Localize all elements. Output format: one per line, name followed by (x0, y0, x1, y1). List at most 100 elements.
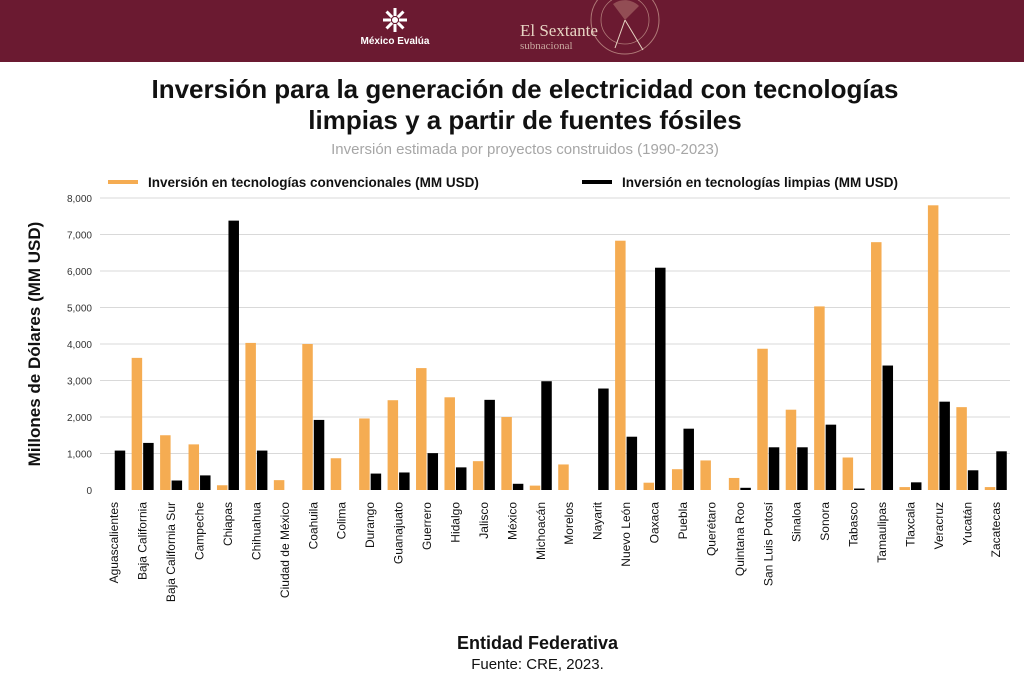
bar-clean (313, 419, 325, 490)
bar-conventional (899, 487, 910, 490)
bar-conventional (330, 458, 342, 490)
x-tick-label: Tlaxcala (903, 502, 917, 547)
x-tick-label: Yucatán (960, 502, 974, 545)
bar-clean (484, 399, 495, 490)
bar-clean (171, 480, 183, 490)
bar-clean (882, 365, 894, 490)
bar-clean (598, 388, 609, 490)
x-tick-label: Tamaulipas (875, 502, 889, 563)
source-note: Fuente: CRE, 2023. (471, 656, 604, 673)
brand1-label: México Evalúa (360, 36, 430, 47)
bar-conventional (615, 240, 626, 490)
bar-conventional (302, 344, 313, 490)
bar-conventional (472, 461, 484, 490)
x-tick-label: Veracruz (932, 502, 946, 549)
bar-clean (541, 381, 552, 490)
bar-conventional (785, 409, 797, 490)
x-tick-label: Sonora (818, 502, 832, 541)
bar-clean (996, 451, 1007, 490)
bar-clean (143, 442, 154, 490)
bar-conventional (814, 306, 825, 490)
bar-conventional (416, 368, 427, 490)
sextant-logo-icon (590, 0, 660, 55)
bar-conventional (188, 444, 200, 490)
bar-conventional (842, 457, 854, 490)
x-tick-label: Campeche (193, 502, 207, 560)
chart-subtitle: Inversión estimada por proyectos constru… (331, 141, 719, 158)
legend-label: Inversión en tecnologías limpias (MM USD… (622, 175, 898, 190)
bar-conventional (529, 485, 541, 490)
x-tick-label: Aguascalientes (107, 502, 121, 583)
bar-clean (854, 488, 865, 490)
bar-conventional (871, 242, 882, 490)
x-tick-label: Nuevo León (619, 502, 633, 567)
brand2-line2: subnacional (520, 40, 573, 52)
x-tick-label: Querétaro (704, 502, 718, 556)
bar-conventional (927, 205, 939, 491)
x-tick-label: Nayarit (591, 501, 605, 540)
y-tick-label: 1,000 (67, 450, 92, 461)
x-tick-label: Baja California Sur (164, 502, 178, 602)
bar-clean (768, 447, 780, 490)
x-axis-title: Entidad Federativa (456, 633, 619, 653)
x-tick-label: Guanajuato (392, 502, 406, 564)
bar-conventional (984, 487, 996, 490)
x-tick-label: San Luis Potosí (761, 501, 775, 586)
legend-swatch (582, 180, 612, 184)
bar-clean (655, 267, 666, 490)
y-tick-label: 4,000 (67, 340, 92, 351)
bar-conventional (757, 348, 768, 490)
x-tick-label: Michoacán (534, 502, 548, 560)
bar-clean (455, 467, 467, 490)
x-tick-label: Colima (335, 502, 349, 540)
header-banner: México Evalúa El Sextante subnacional (0, 0, 1024, 62)
y-tick-label: 8,000 (67, 194, 92, 205)
x-tick-label: Guerrero (420, 502, 434, 550)
chart-title: Inversión para la generación de electric… (0, 74, 1024, 136)
bar-clean (683, 428, 694, 490)
bar-clean (399, 472, 410, 490)
x-tick-label: Baja California (136, 502, 150, 580)
bar-conventional (444, 397, 455, 490)
bar-clean (370, 473, 382, 490)
bar-conventional (359, 418, 370, 490)
bar-conventional (728, 477, 740, 490)
legend-swatch (108, 180, 138, 184)
chart-title-line2: limpias y a partir de fuentes fósiles (308, 105, 742, 135)
bar-clean (626, 436, 638, 490)
x-tick-label: Hidalgo (448, 502, 462, 543)
y-tick-label: 3,000 (67, 377, 92, 388)
bar-conventional (558, 464, 569, 490)
x-tick-label: Coahuila (306, 502, 320, 550)
y-tick-label: 6,000 (67, 267, 92, 278)
y-axis-title: Millones de Dólares (MM USD) (25, 222, 44, 467)
bar-clean (910, 482, 922, 490)
legend-label: Inversión en tecnologías convencionales … (148, 175, 479, 190)
bar-clean (427, 453, 439, 490)
y-tick-label: 0 (86, 486, 92, 497)
x-tick-label: México (505, 502, 519, 540)
x-tick-label: Sinaloa (790, 502, 804, 542)
bar-clean (114, 450, 126, 490)
bar-conventional (700, 460, 711, 490)
bar-conventional (131, 357, 143, 490)
bar-conventional (643, 482, 655, 490)
chart-title-line1: Inversión para la generación de electric… (151, 74, 899, 104)
y-tick-label: 7,000 (67, 231, 92, 242)
x-tick-label: Tabasco (847, 502, 861, 547)
bar-conventional (245, 342, 256, 490)
bar-clean (939, 401, 950, 490)
x-tick-label: Morelos (562, 502, 576, 545)
x-tick-label: Chihuahua (249, 502, 263, 560)
bar-clean (228, 220, 239, 490)
bar-conventional (160, 435, 171, 490)
x-tick-label: Jalisco (477, 502, 491, 539)
bar-conventional (671, 469, 683, 490)
bar-clean (512, 483, 524, 490)
y-tick-label: 2,000 (67, 413, 92, 424)
brand2-line1: El Sextante (520, 21, 598, 40)
el-sextante-logo: El Sextante subnacional (520, 21, 598, 53)
bar-clean (740, 487, 751, 490)
bar-conventional (956, 407, 967, 490)
